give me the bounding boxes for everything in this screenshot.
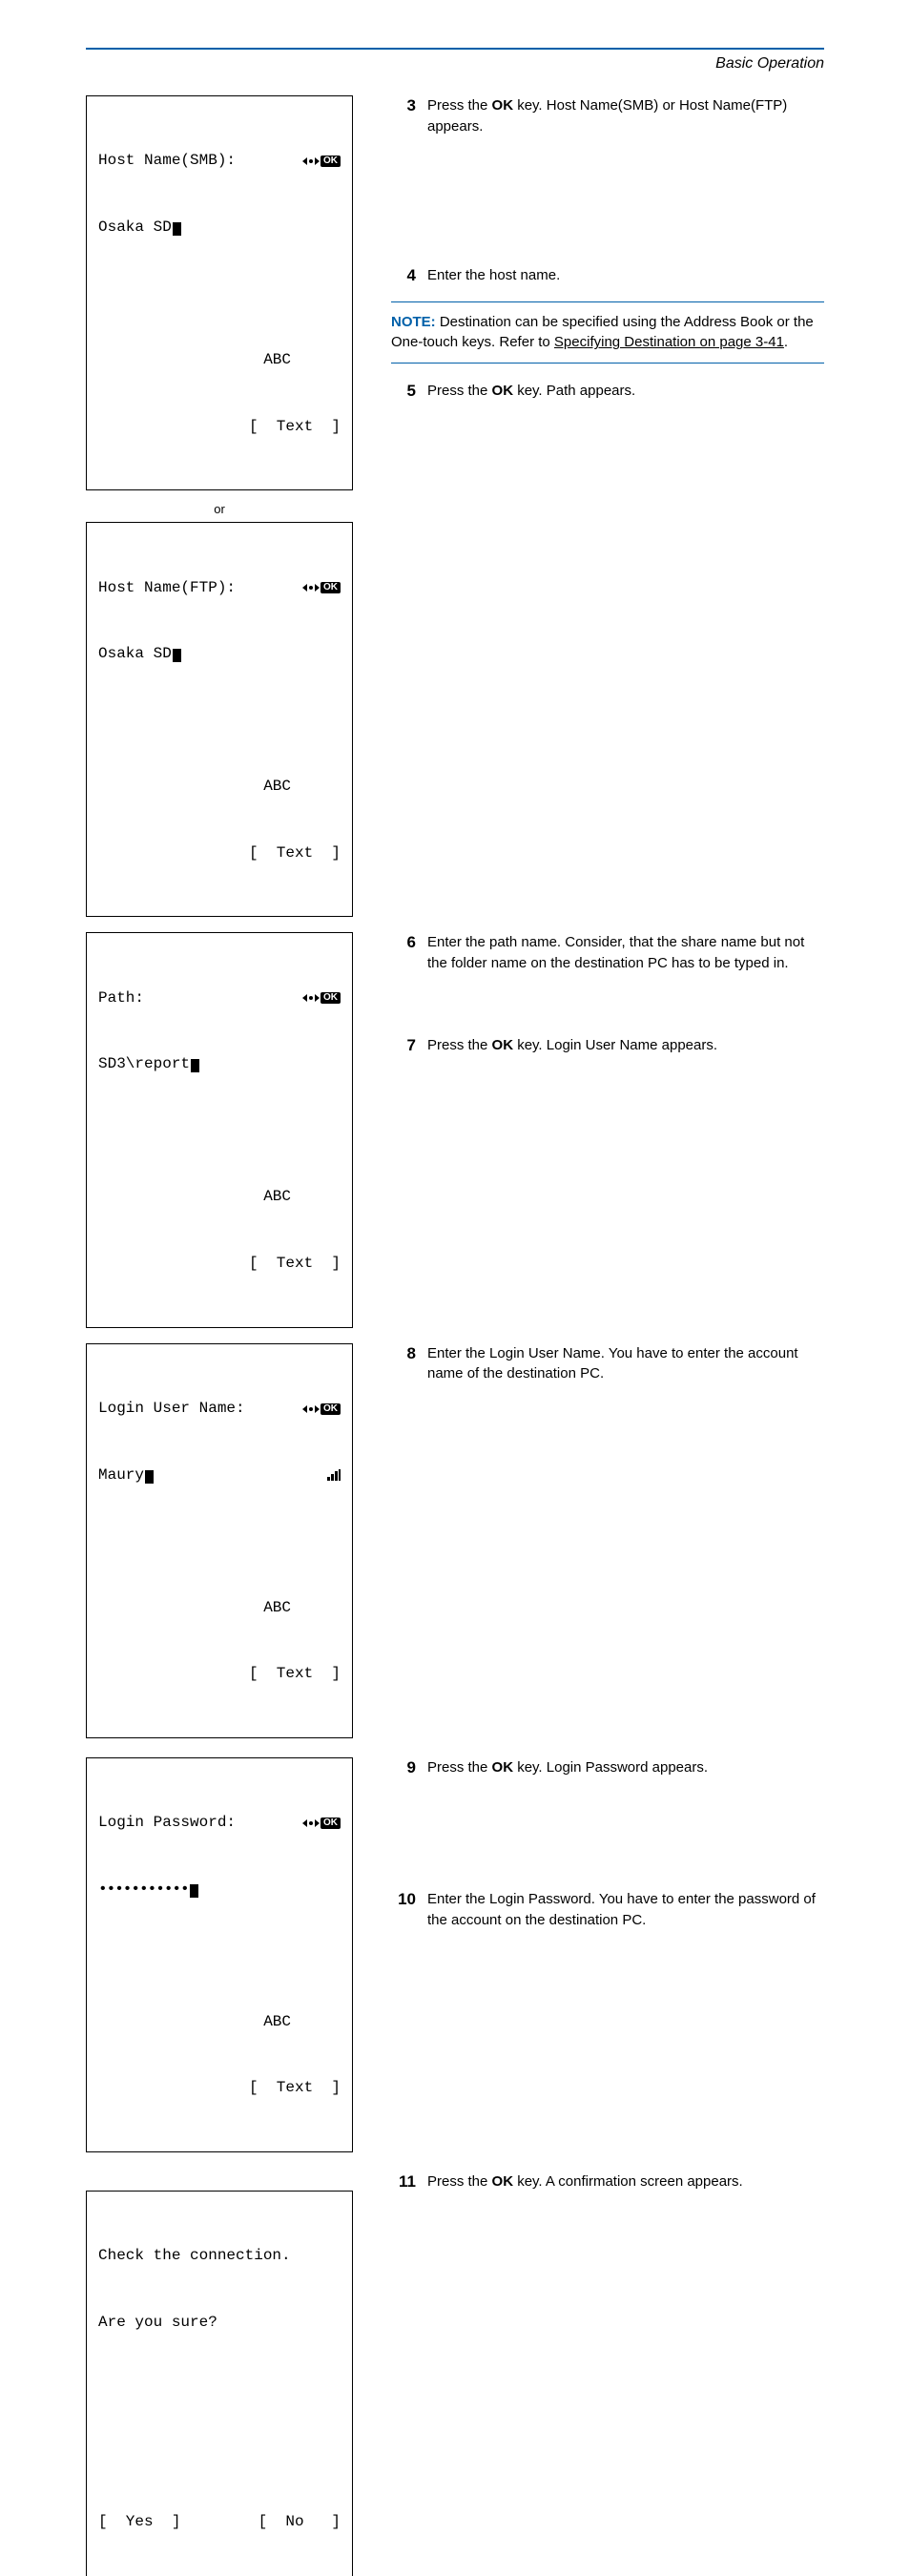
step-text: Press the OK key. Host Name(SMB) or Host… (427, 95, 824, 137)
cursor-icon (173, 222, 181, 236)
lcd-login-user-title: Login User Name: (98, 1398, 245, 1420)
step-text: Press the OK key. Path appears. (427, 381, 824, 402)
step-text: Enter the host name. (427, 265, 824, 286)
step-5: 5 Press the OK key. Path appears. (391, 381, 824, 402)
step-num: 9 (391, 1757, 420, 1778)
lcd-confirm: Check the connection. Are you sure? [ Ye… (86, 2191, 353, 2576)
row-5: Check the connection. Are you sure? [ Ye… (86, 2171, 824, 2576)
lcd-confirm-yes: [ Yes ] (98, 2511, 180, 2533)
row-1: Host Name(SMB): OK Osaka SD ABC [ Text ]… (86, 95, 824, 928)
lcd-path-title: Path: (98, 987, 144, 1009)
step-10: 10 Enter the Login Password. You have to… (391, 1889, 824, 1931)
step-4: 4 Enter the host name. (391, 265, 824, 286)
left-col-5: Check the connection. Are you sure? [ Ye… (86, 2171, 353, 2576)
left-col-2: Path: OK SD3\report ABC [ Text ] (86, 932, 353, 1339)
step-7: 7 Press the OK key. Login User Name appe… (391, 1035, 824, 1056)
lcd-ftp-softkey: [ Text ] (98, 842, 341, 864)
note-box: NOTE: Destination can be specified using… (391, 301, 824, 364)
nav-ok-icon: OK (302, 1401, 341, 1418)
lcd-login-pw-mask: ••••••••••• (98, 1880, 189, 1898)
section-title: Basic Operation (86, 55, 824, 73)
step-num: 10 (391, 1889, 420, 1931)
note-label: NOTE: (391, 314, 436, 330)
lcd-smb-title: Host Name(SMB): (98, 150, 236, 172)
step-text: Enter the Login Password. You have to en… (427, 1889, 824, 1931)
nav-ok-icon: OK (302, 1815, 341, 1832)
cursor-icon (145, 1470, 154, 1484)
step-11: 11 Press the OK key. A confirmation scre… (391, 2171, 824, 2192)
step-8: 8 Enter the Login User Name. You have to… (391, 1343, 824, 1385)
step-num: 11 (391, 2171, 420, 2192)
lcd-login-pw-title: Login Password: (98, 1812, 236, 1834)
step-text: Press the OK key. Login Password appears… (427, 1757, 824, 1778)
spacer (391, 1794, 824, 1889)
page-root: Basic Operation Host Name(SMB): OK Osaka… (0, 0, 910, 2576)
right-col-5: 11 Press the OK key. A confirmation scre… (391, 2171, 824, 2576)
step-num: 6 (391, 932, 420, 974)
step-num: 8 (391, 1343, 420, 1385)
lcd-confirm-line2: Are you sure? (98, 2312, 341, 2334)
right-col-1: 3 Press the OK key. Host Name(SMB) or Ho… (391, 95, 824, 928)
lcd-host-name-smb: Host Name(SMB): OK Osaka SD ABC [ Text ] (86, 95, 353, 490)
lcd-confirm-line1: Check the connection. (98, 2245, 341, 2267)
step-6: 6 Enter the path name. Consider, that th… (391, 932, 824, 974)
lcd-path-mode: ABC (98, 1186, 341, 1208)
lcd-login-password: Login Password: OK ••••••••••• ABC [ Tex… (86, 1757, 353, 2152)
nav-ok-icon: OK (302, 579, 341, 596)
lcd-login-user-softkey: [ Text ] (98, 1663, 341, 1685)
step-text: Enter the Login User Name. You have to e… (427, 1343, 824, 1385)
lcd-login-user-mode: ABC (98, 1597, 341, 1619)
right-col-3: 8 Enter the Login User Name. You have to… (391, 1343, 824, 1750)
lcd-ftp-value: Osaka SD (98, 645, 172, 662)
step-num: 7 (391, 1035, 420, 1056)
step-9: 9 Press the OK key. Login Password appea… (391, 1757, 824, 1778)
step-text: Press the OK key. Login User Name appear… (427, 1035, 824, 1056)
row-3: Login User Name: OK Maury ABC [ Text ] 8… (86, 1343, 824, 1750)
step-num: 5 (391, 381, 420, 402)
nav-ok-icon: OK (302, 989, 341, 1007)
left-col-1: Host Name(SMB): OK Osaka SD ABC [ Text ]… (86, 95, 353, 928)
nav-ok-icon: OK (302, 153, 341, 170)
lcd-ftp-title: Host Name(FTP): (98, 577, 236, 599)
step-num: 4 (391, 265, 420, 286)
cursor-icon (190, 1884, 198, 1898)
note-link[interactable]: Specifying Destination on page 3-41 (554, 334, 784, 350)
note-tail: . (784, 334, 788, 350)
signal-icon (327, 1469, 341, 1481)
lcd-login-pw-softkey: [ Text ] (98, 2077, 341, 2099)
row-4: Login Password: OK ••••••••••• ABC [ Tex… (86, 1757, 824, 2164)
left-col-3: Login User Name: OK Maury ABC [ Text ] (86, 1343, 353, 1750)
header-rule (86, 48, 824, 50)
lcd-host-name-ftp: Host Name(FTP): OK Osaka SD ABC [ Text ] (86, 522, 353, 917)
lcd-smb-value: Osaka SD (98, 218, 172, 236)
step-text: Enter the path name. Consider, that the … (427, 932, 824, 974)
step-3: 3 Press the OK key. Host Name(SMB) or Ho… (391, 95, 824, 137)
step-num: 3 (391, 95, 420, 137)
cursor-icon (191, 1059, 199, 1072)
lcd-login-pw-mode: ABC (98, 2011, 341, 2033)
or-label: or (86, 502, 353, 516)
lcd-path: Path: OK SD3\report ABC [ Text ] (86, 932, 353, 1327)
lcd-path-value: SD3\report (98, 1055, 190, 1072)
row-2: Path: OK SD3\report ABC [ Text ] 6 Enter… (86, 932, 824, 1339)
spacer (391, 153, 824, 265)
lcd-login-user: Login User Name: OK Maury ABC [ Text ] (86, 1343, 353, 1738)
lcd-login-user-value: Maury (98, 1466, 144, 1484)
lcd-smb-softkey: [ Text ] (98, 416, 341, 438)
lcd-smb-mode: ABC (98, 349, 341, 371)
lcd-path-softkey: [ Text ] (98, 1253, 341, 1275)
right-col-4: 9 Press the OK key. Login Password appea… (391, 1757, 824, 2164)
left-col-4: Login Password: OK ••••••••••• ABC [ Tex… (86, 1757, 353, 2164)
lcd-ftp-mode: ABC (98, 776, 341, 798)
lcd-confirm-no: [ No ] (259, 2511, 341, 2533)
step-text: Press the OK key. A confirmation screen … (427, 2171, 824, 2192)
spacer (391, 989, 824, 1035)
right-col-2: 6 Enter the path name. Consider, that th… (391, 932, 824, 1339)
cursor-icon (173, 649, 181, 662)
